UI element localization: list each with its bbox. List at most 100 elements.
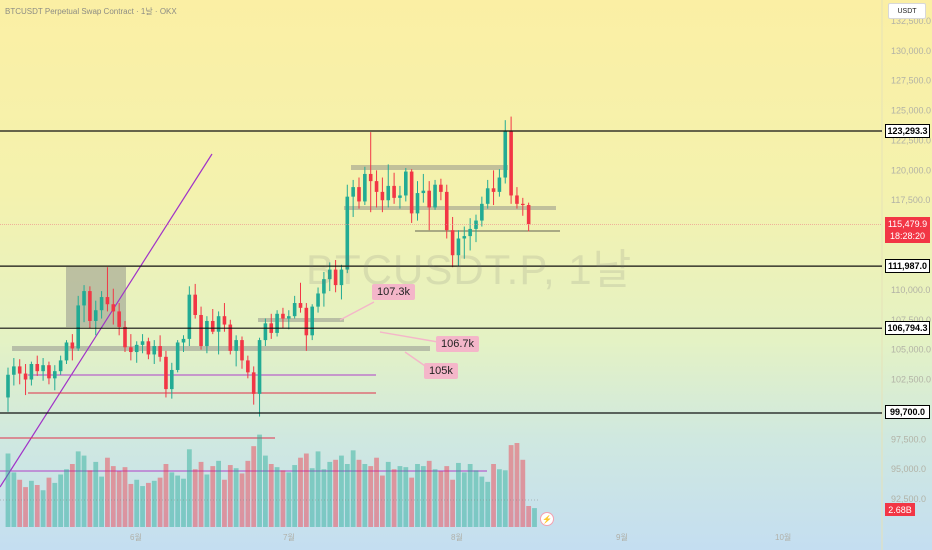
volume-bar bbox=[532, 508, 537, 527]
candle-body bbox=[205, 320, 209, 347]
candle-body bbox=[322, 279, 326, 294]
volume-bar bbox=[210, 466, 216, 527]
candle-body bbox=[146, 341, 151, 355]
candle-body bbox=[444, 191, 449, 231]
candle-body bbox=[333, 269, 338, 286]
candle-body bbox=[357, 187, 361, 202]
candle-body bbox=[6, 374, 10, 398]
flash-icon[interactable]: ⚡ bbox=[540, 512, 554, 526]
volume-bar bbox=[157, 477, 163, 527]
level-tag-106794: 106,794.3 bbox=[885, 321, 930, 335]
current-price-value: 115,479.9 bbox=[887, 219, 928, 229]
candle-body bbox=[409, 171, 414, 214]
volume-bar bbox=[333, 459, 338, 527]
candle-body bbox=[228, 324, 233, 351]
volume-bar bbox=[146, 482, 151, 527]
volume-tag: 2.68B bbox=[885, 503, 915, 516]
y-tick-label: 102,500.0 bbox=[891, 375, 931, 385]
y-tick-label: 107,500.0 bbox=[891, 315, 931, 325]
volume-bar bbox=[426, 460, 432, 527]
volume-bar bbox=[268, 464, 274, 527]
callout-connector bbox=[339, 301, 375, 321]
time-label-jun: 6월 bbox=[130, 533, 142, 542]
currency-selector[interactable]: USDT bbox=[888, 3, 926, 19]
volume-bar bbox=[17, 479, 23, 527]
candle-body bbox=[415, 193, 420, 214]
time-label-oct: 10월 bbox=[775, 533, 792, 542]
grey-zone-106k[interactable] bbox=[12, 346, 430, 351]
candle-body bbox=[485, 188, 490, 204]
volume-bar bbox=[58, 474, 64, 527]
candle-body bbox=[503, 130, 508, 178]
candle-body bbox=[187, 294, 192, 339]
volume-bar bbox=[298, 457, 303, 527]
volume-bar bbox=[81, 455, 87, 527]
volume-bar bbox=[134, 479, 140, 527]
volume-bar bbox=[274, 467, 280, 527]
candle-body bbox=[222, 316, 227, 325]
trendline[interactable] bbox=[0, 153, 213, 488]
volume-bar bbox=[175, 475, 181, 527]
candle-body bbox=[421, 190, 426, 194]
volume-bar bbox=[526, 506, 532, 527]
volume-bar bbox=[52, 482, 58, 527]
candle-body bbox=[193, 294, 197, 315]
candle-body bbox=[216, 316, 221, 332]
candle-body bbox=[509, 130, 513, 196]
grey-zone-top[interactable] bbox=[351, 165, 508, 170]
candle-body bbox=[292, 303, 297, 317]
candle-body bbox=[304, 307, 309, 336]
volume-bar bbox=[163, 464, 169, 527]
volume-bar bbox=[181, 478, 186, 527]
candle-body bbox=[380, 191, 385, 201]
volume-bar bbox=[339, 455, 344, 527]
volume-bar bbox=[485, 481, 491, 527]
y-tick-label: 127,500.0 bbox=[891, 76, 931, 86]
candle-body bbox=[17, 366, 22, 374]
volume-bar bbox=[432, 469, 438, 527]
y-tick-label: 130,000.0 bbox=[891, 46, 931, 56]
candle-body bbox=[175, 342, 180, 370]
candle-body bbox=[82, 291, 86, 306]
volume-bar bbox=[327, 461, 333, 527]
candle-body bbox=[521, 203, 525, 206]
candle-body bbox=[123, 326, 127, 348]
candle-countdown: 18:28:20 bbox=[889, 231, 926, 241]
candle-body bbox=[158, 346, 162, 357]
candle-body bbox=[35, 363, 40, 372]
volume-bar bbox=[75, 451, 81, 527]
volume-bar bbox=[450, 479, 455, 527]
volume-bar bbox=[368, 466, 374, 527]
candle-body bbox=[234, 340, 238, 351]
candle-body bbox=[316, 293, 320, 307]
candle-body bbox=[47, 365, 51, 379]
volume-bar bbox=[362, 464, 368, 527]
candle-body bbox=[287, 316, 291, 319]
candle-body bbox=[23, 373, 28, 380]
symbol-watermark: BTCUSDT.P, 1날 bbox=[306, 246, 633, 293]
volume-bar bbox=[344, 464, 350, 527]
volume-bar bbox=[64, 469, 69, 527]
candle-body bbox=[468, 228, 472, 237]
grey-zone-middle[interactable] bbox=[344, 206, 556, 210]
level-tag-111987: 111,987.0 bbox=[885, 259, 930, 273]
current-price-tag: 115,479.9 18:28:20 bbox=[885, 217, 930, 243]
grey-zone-107k[interactable] bbox=[258, 318, 344, 322]
candle-body bbox=[480, 203, 484, 221]
volume-bar bbox=[87, 470, 93, 527]
candle-body bbox=[76, 305, 80, 349]
candle-body bbox=[152, 346, 157, 355]
candle-body bbox=[345, 196, 350, 270]
volume-bar bbox=[23, 487, 28, 527]
time-label-aug: 8월 bbox=[451, 533, 463, 542]
candle-body bbox=[240, 340, 244, 361]
candle-body bbox=[427, 190, 431, 208]
chart-title: BTCUSDT Perpetual Swap Contract · 1날 · O… bbox=[5, 7, 177, 16]
time-label-sep: 9월 bbox=[616, 533, 628, 542]
volume-bar bbox=[251, 446, 257, 527]
volume-bar bbox=[456, 462, 461, 527]
volume-bar bbox=[280, 470, 286, 527]
volume-bar bbox=[93, 461, 99, 527]
